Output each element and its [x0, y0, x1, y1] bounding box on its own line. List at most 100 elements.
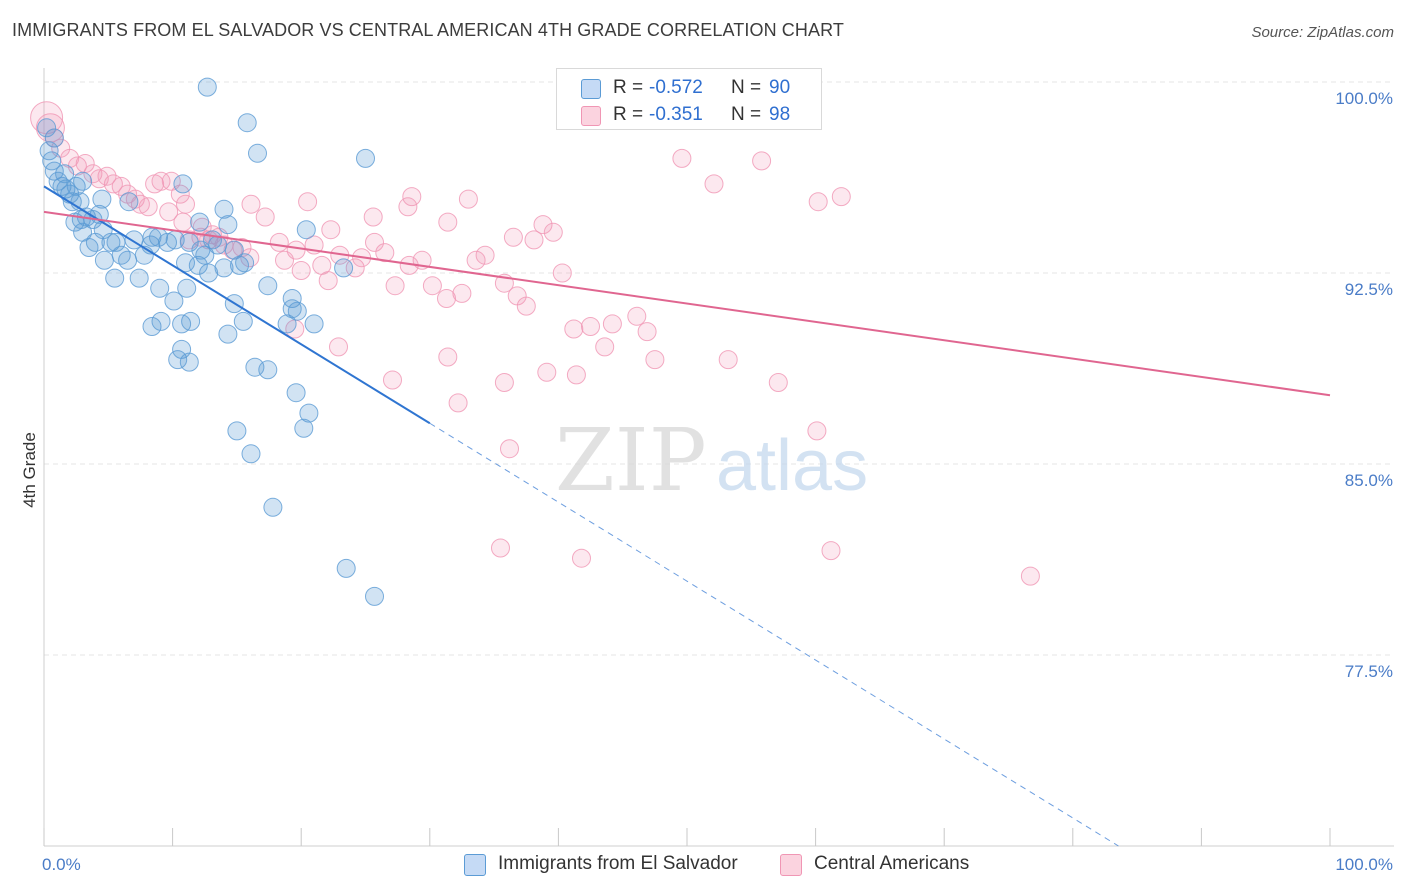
data-point-central-americans	[704, 174, 724, 194]
data-point-el-salvador	[48, 171, 68, 191]
data-point-el-salvador	[286, 383, 306, 403]
data-point-el-salvador	[237, 113, 257, 133]
data-point-el-salvador	[296, 220, 316, 240]
data-point-central-americans	[192, 217, 212, 237]
data-point-central-americans	[438, 212, 458, 232]
data-point-el-salvador	[195, 245, 215, 265]
data-point-central-americans	[524, 230, 544, 250]
data-point-el-salvador	[190, 212, 210, 232]
data-point-el-salvador	[119, 192, 139, 212]
data-point-central-americans	[138, 197, 158, 217]
data-point-el-salvador	[258, 360, 278, 380]
legend-n-value: 90	[769, 77, 791, 98]
data-point-el-salvador	[118, 250, 138, 270]
data-point-el-salvador	[233, 311, 253, 331]
series-el-salvador	[37, 77, 384, 606]
bottom-legend-label: Central Americans	[814, 853, 970, 874]
data-point-el-salvador	[334, 258, 354, 278]
data-point-central-americans	[83, 164, 103, 184]
data-point-central-americans	[831, 187, 851, 207]
data-point-el-salvador	[230, 255, 249, 275]
data-point-el-salvador	[37, 118, 57, 138]
data-point-el-salvador	[191, 240, 211, 260]
legend-swatch-pink	[581, 106, 601, 126]
data-point-central-americans	[286, 240, 306, 260]
data-point-central-americans	[494, 373, 514, 392]
data-point-el-salvador	[150, 278, 170, 298]
watermark-atlas: atlas	[716, 426, 868, 506]
data-point-el-salvador	[179, 352, 199, 372]
data-point-central-americans	[385, 276, 405, 296]
data-point-central-americans	[383, 370, 402, 390]
x-tick-label: 100.0%	[1335, 855, 1393, 874]
data-point-el-salvador	[299, 403, 319, 423]
data-point-el-salvador	[197, 77, 217, 97]
trend-line-el-salvador	[43, 185, 431, 425]
data-point-el-salvador	[214, 199, 234, 219]
y-tick-label: 92.5%	[1345, 280, 1393, 299]
y-tick-label: 85.0%	[1345, 471, 1393, 490]
data-point-el-salvador	[282, 289, 302, 308]
data-point-central-americans	[255, 207, 275, 227]
trend-line-el-salvador-extension	[429, 422, 1119, 847]
data-point-central-americans	[103, 174, 123, 194]
data-point-central-americans	[111, 176, 131, 196]
data-point-el-salvador	[142, 227, 162, 247]
data-point-central-americans	[821, 541, 841, 561]
data-point-el-salvador	[224, 240, 244, 260]
data-point-central-americans	[321, 220, 341, 240]
data-point-central-americans	[566, 365, 586, 385]
data-point-el-salvador	[336, 558, 356, 578]
data-point-central-americans	[637, 322, 657, 342]
data-point-central-americans	[672, 148, 692, 168]
data-point-el-salvador	[92, 189, 112, 209]
data-point-central-americans	[375, 243, 395, 263]
data-point-central-americans	[176, 194, 195, 214]
data-point-central-americans	[448, 393, 468, 413]
series-central-americans	[30, 101, 1040, 586]
data-point-el-salvador	[176, 253, 195, 273]
data-point-el-salvador	[158, 232, 177, 252]
data-point-central-americans	[645, 350, 665, 370]
data-point-central-americans	[503, 227, 523, 247]
data-point-central-americans	[345, 258, 365, 278]
legend-r-value: -0.351	[649, 104, 703, 125]
data-point-central-americans	[458, 189, 478, 209]
data-point-central-americans	[564, 319, 584, 339]
data-point-el-salvador	[287, 301, 307, 321]
data-point-central-americans	[422, 276, 442, 296]
bottom-legend-label: Immigrants from El Salvador	[498, 853, 738, 874]
x-tick-label: 0.0%	[42, 855, 81, 874]
data-point-el-salvador	[208, 235, 228, 255]
legend-r-value: -0.572	[649, 77, 703, 98]
data-point-central-americans	[1020, 566, 1040, 586]
data-point-el-salvador	[282, 299, 302, 319]
source-credit: Source: ZipAtlas.com	[1251, 24, 1394, 41]
legend-r-label: R =	[613, 104, 644, 125]
data-point-el-salvador	[73, 222, 93, 242]
data-point-central-americans	[752, 151, 772, 171]
trend-line-central-americans	[43, 210, 1331, 397]
legend-swatch-blue	[581, 79, 601, 99]
data-point-el-salvador	[218, 215, 238, 235]
data-point-el-salvador	[44, 128, 64, 148]
data-point-central-americans	[159, 202, 179, 222]
data-point-central-americans	[452, 283, 472, 303]
data-point-central-americans	[627, 306, 647, 326]
legend-r-label: R =	[613, 77, 644, 98]
data-point-central-americans	[537, 362, 557, 382]
data-point-central-americans	[173, 212, 193, 232]
data-point-central-americans	[516, 296, 536, 316]
correlation-legend: R = -0.572 N = 90 R = -0.351 N = 98	[556, 68, 822, 130]
data-point-el-salvador	[277, 314, 297, 334]
bottom-legend-swatch-blue	[464, 854, 486, 876]
data-point-el-salvador	[258, 276, 278, 296]
data-point-el-salvador	[248, 143, 267, 163]
data-point-central-americans	[602, 314, 622, 334]
data-point-central-americans	[491, 538, 510, 558]
legend-n-label: N =	[731, 77, 762, 98]
data-point-central-americans	[475, 245, 495, 265]
y-axis-label: 4th Grade	[20, 432, 39, 508]
data-point-el-salvador	[55, 164, 75, 184]
